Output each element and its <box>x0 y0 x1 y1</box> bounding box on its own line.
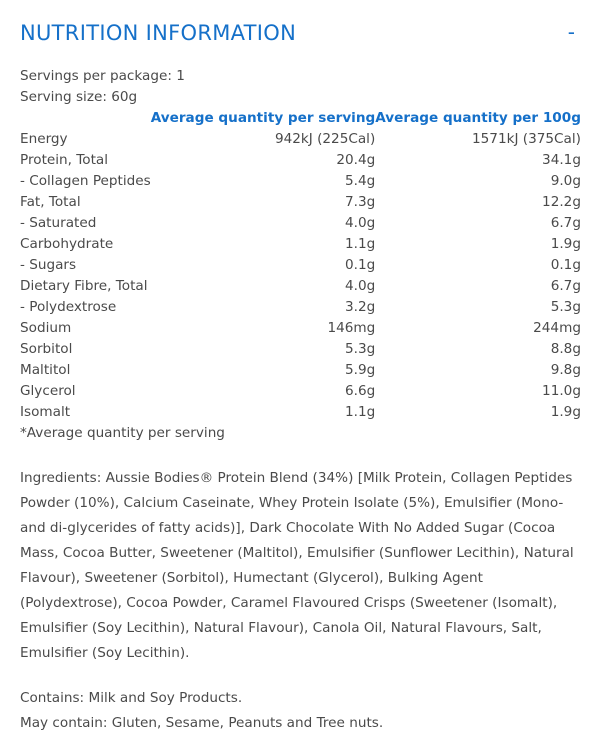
per-serving-value: 5.4g <box>345 173 376 189</box>
per-100g-value: 8.8g <box>550 341 581 357</box>
per-100g-value: 1.9g <box>550 236 581 252</box>
nutrient-name: Protein, Total <box>20 152 109 168</box>
nutrient-name: Sorbitol <box>20 341 73 357</box>
nutrient-name: Glycerol <box>20 383 76 399</box>
column-header-per-serving: Average quantity per serving <box>150 110 376 126</box>
per-serving-value: 0.1g <box>345 257 376 273</box>
per-serving-value: 4.0g <box>345 278 376 294</box>
nutrient-name: Maltitol <box>20 362 71 378</box>
nutrient-name: - Sugars <box>20 257 77 273</box>
table-row: Isomalt 1.1g 1.9g <box>20 402 581 423</box>
table-row: Sodium 146mg 244mg <box>20 318 581 339</box>
per-serving-value: 5.3g <box>345 341 376 357</box>
nutrient-name: Carbohydrate <box>20 236 114 252</box>
per-100g-value: 9.0g <box>550 173 581 189</box>
table-row: - Polydextrose 3.2g 5.3g <box>20 297 581 318</box>
table-row: - Sugars 0.1g 0.1g <box>20 255 581 276</box>
nutrient-name: Isomalt <box>20 404 71 420</box>
per-100g-value: 244mg <box>533 320 581 336</box>
nutrient-name: Fat, Total <box>20 194 81 210</box>
per-100g-value: 12.2g <box>542 194 581 210</box>
nutrition-table-body: Energy 942kJ (225Cal) 1571kJ (375Cal) Prote… <box>20 129 581 423</box>
serving-size: Serving size: 60g <box>20 89 138 105</box>
per-100g-value: 5.3g <box>550 299 581 315</box>
table-row: - Collagen Peptides 5.4g 9.0g <box>20 171 581 192</box>
nutrition-table: Average quantity per serving Average qua… <box>20 108 581 423</box>
nutrition-panel: Servings per package: 1 Serving size: 60… <box>20 66 581 736</box>
per-serving-value: 1.1g <box>345 404 376 420</box>
per-serving-value: 146mg <box>327 320 376 336</box>
nutrient-name: Sodium <box>20 320 72 336</box>
collapse-toggle[interactable]: - <box>567 20 575 44</box>
may-contain-text: May contain: Gluten, Sesame, Peanuts and… <box>20 715 384 731</box>
column-header-nutrient <box>20 108 151 129</box>
per-serving-value: 5.9g <box>345 362 376 378</box>
per-100g-value: 0.1g <box>550 257 581 273</box>
per-serving-value: 1.1g <box>345 236 376 252</box>
section-title: NUTRITION INFORMATION <box>20 21 297 45</box>
per-serving-value: 942kJ (225Cal) <box>274 131 376 147</box>
table-footnote: *Average quantity per serving <box>20 425 225 441</box>
per-100g-value: 1.9g <box>550 404 581 420</box>
servings-per-package: Servings per package: 1 <box>20 68 185 84</box>
table-row: Dietary Fibre, Total 4.0g 6.7g <box>20 276 581 297</box>
nutrient-name: Dietary Fibre, Total <box>20 278 148 294</box>
ingredients-text: Ingredients: Aussie Bodies® Protein Blen… <box>20 470 574 661</box>
column-header-per-100g: Average quantity per 100g <box>375 110 581 126</box>
nutrient-name: - Polydextrose <box>20 299 117 315</box>
nutrient-name: Energy <box>20 131 68 147</box>
table-row: Glycerol 6.6g 11.0g <box>20 381 581 402</box>
per-serving-value: 4.0g <box>345 215 376 231</box>
table-row: - Saturated 4.0g 6.7g <box>20 213 581 234</box>
nutrition-header: NUTRITION INFORMATION - <box>20 18 575 50</box>
per-100g-value: 11.0g <box>542 383 581 399</box>
per-100g-value: 9.8g <box>550 362 581 378</box>
contains-text: Contains: Milk and Soy Products. <box>20 690 243 706</box>
table-row: Maltitol 5.9g 9.8g <box>20 360 581 381</box>
per-serving-value: 7.3g <box>345 194 376 210</box>
per-100g-value: 34.1g <box>542 152 581 168</box>
per-100g-value: 6.7g <box>550 278 581 294</box>
per-100g-value: 6.7g <box>550 215 581 231</box>
nutrient-name: - Saturated <box>20 215 97 231</box>
per-serving-value: 3.2g <box>345 299 376 315</box>
table-row: Carbohydrate 1.1g 1.9g <box>20 234 581 255</box>
table-row: Sorbitol 5.3g 8.8g <box>20 339 581 360</box>
table-row: Protein, Total 20.4g 34.1g <box>20 150 581 171</box>
nutrient-name: - Collagen Peptides <box>20 173 151 189</box>
table-row: Fat, Total 7.3g 12.2g <box>20 192 581 213</box>
table-row: Energy 942kJ (225Cal) 1571kJ (375Cal) <box>20 129 581 150</box>
table-header-row: Average quantity per serving Average qua… <box>20 108 581 129</box>
per-serving-value: 6.6g <box>345 383 376 399</box>
per-100g-value: 1571kJ (375Cal) <box>472 131 581 147</box>
per-serving-value: 20.4g <box>336 152 376 168</box>
